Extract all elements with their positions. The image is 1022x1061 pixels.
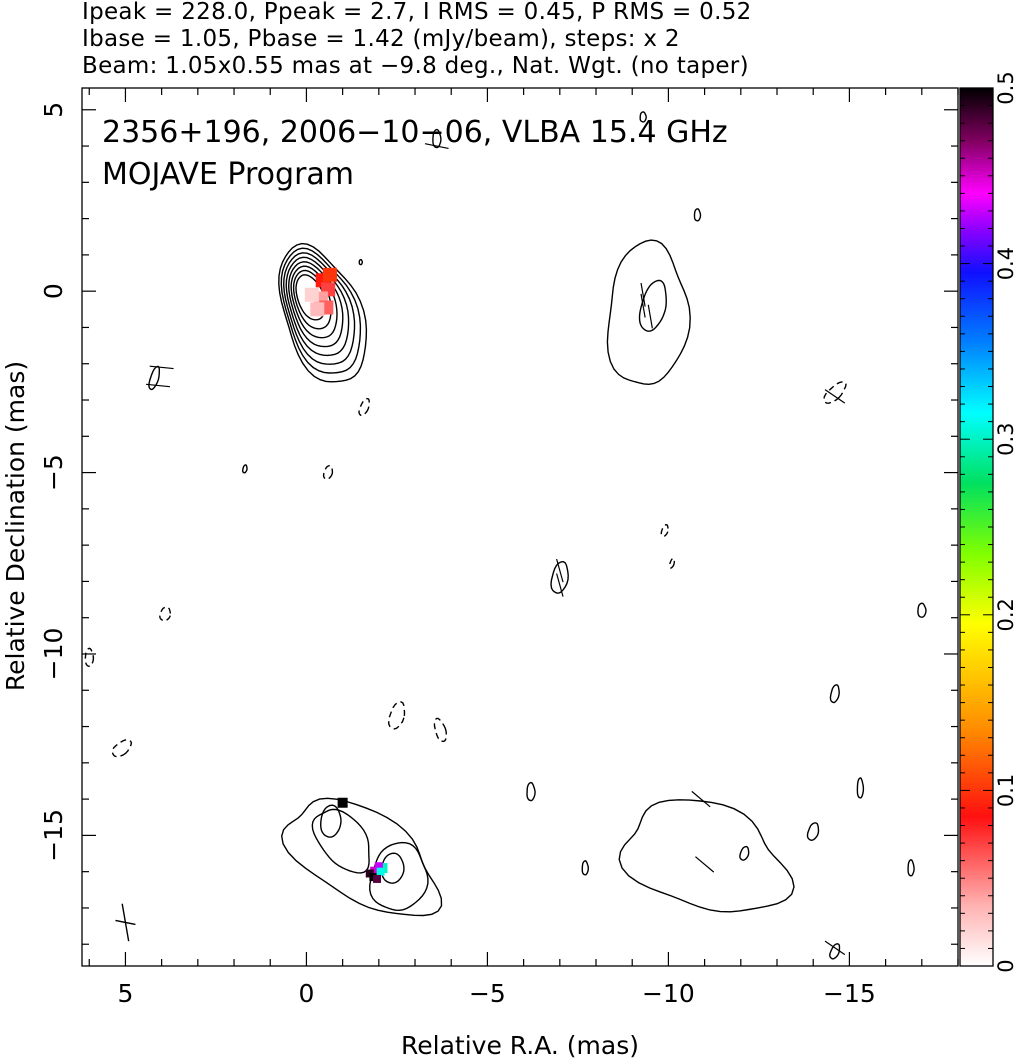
pol-pixel <box>376 867 385 876</box>
evpa-vector <box>640 293 646 318</box>
x-tick-label: −10 <box>642 979 695 1008</box>
noise-contour <box>159 606 172 622</box>
y-tick-label: 5 <box>39 102 68 118</box>
x-tick-label: −15 <box>823 979 876 1008</box>
colorbar-tick-label: 0.4 <box>994 247 1018 280</box>
evpa-vector <box>556 573 564 597</box>
noise-contour <box>693 208 702 222</box>
noise-contour <box>241 464 248 474</box>
noise-contour <box>358 398 370 417</box>
evpa-vector <box>824 940 846 956</box>
pol-pixel <box>373 874 382 883</box>
y-tick-label: −15 <box>39 809 68 862</box>
evpa-vector <box>691 790 711 808</box>
y-axis-label: Relative Declination (mas) <box>1 361 30 691</box>
core-contour <box>278 242 368 383</box>
noise-contour <box>84 647 95 668</box>
evpa-vector <box>556 558 564 583</box>
pol-pixel <box>370 866 381 877</box>
evpa-vector <box>647 304 653 329</box>
pol-pixel <box>310 302 325 317</box>
x-tick-label: 5 <box>117 979 133 1008</box>
contour-map <box>84 111 927 960</box>
y-tick-label: −10 <box>39 628 68 681</box>
lobe-contour <box>311 808 370 874</box>
evpa-vector <box>640 282 646 307</box>
colorbar-tick-label: 0.3 <box>994 422 1018 455</box>
noise-contour <box>111 739 133 758</box>
program-title: MOJAVE Program <box>102 157 354 192</box>
y-tick-label: 0 <box>39 283 68 299</box>
core-contour <box>282 252 356 365</box>
polarization-pixels <box>304 267 388 883</box>
colorbar: 0 0.1 0.2 0.3 0.4 0.5 <box>959 71 1018 973</box>
beam-marker <box>115 903 136 942</box>
pol-pixel <box>337 797 348 808</box>
noise-contour <box>660 523 669 538</box>
core-contour <box>280 247 362 374</box>
core-contour <box>285 256 350 357</box>
source-title: 2356+196, 2006−10−06, VLBA 15.4 GHz <box>102 115 728 150</box>
noise-contour <box>639 111 647 123</box>
evpa-vector <box>695 856 715 873</box>
header-ipeak-line: Ipeak = 228.0, Ppeak = 2.7, I RMS = 0.45… <box>82 0 752 25</box>
x-tick-label: 0 <box>298 979 314 1008</box>
lobe-contour <box>319 804 342 838</box>
core-contour <box>292 269 332 330</box>
pol-pixel <box>374 862 383 871</box>
noise-contour <box>550 560 569 594</box>
core-contour <box>287 261 344 348</box>
noise-contour <box>829 943 841 960</box>
noise-contour <box>668 557 675 569</box>
noise-contour <box>433 717 448 742</box>
noise-contour <box>917 602 927 618</box>
noise-contour <box>823 381 847 404</box>
lobe-contour <box>618 799 795 913</box>
evpa-vector <box>149 365 174 370</box>
colorbar-tick-label: 0.1 <box>994 774 1018 807</box>
pol-pixel <box>304 287 319 302</box>
colorbar-tick-label: 0.5 <box>994 71 1018 104</box>
evpa-vector <box>146 383 171 388</box>
noise-contour <box>907 859 915 877</box>
header-beam-line: Beam: 1.05x0.55 mas at −9.8 deg., Nat. W… <box>82 53 749 79</box>
noise-contour <box>148 365 160 391</box>
noise-contour <box>322 465 334 480</box>
x-tick-label: −5 <box>469 979 506 1008</box>
noise-contour <box>829 684 840 704</box>
lobe-contour <box>280 797 443 917</box>
x-axis-label: Relative R.A. (mas) <box>401 1031 639 1060</box>
colorbar-tick-label: 0.2 <box>994 598 1018 631</box>
noise-contour <box>806 822 820 842</box>
pol-pixel <box>322 267 337 282</box>
noise-contour <box>526 781 536 802</box>
noise-contour <box>739 845 750 861</box>
beam-minor-axis <box>115 919 136 926</box>
jet-contour <box>606 239 691 386</box>
plot-frame <box>81 87 959 967</box>
evpa-vector <box>824 389 846 404</box>
header-ibase-line: Ibase = 1.05, Pbase = 1.42 (mJy/beam), s… <box>82 26 680 52</box>
colorbar-scale <box>959 87 994 967</box>
colorbar-tick-label: 0 <box>994 959 1018 972</box>
axis-ticks: 5 0 −5 −10 −15 5 0 −5 −10 −15 <box>39 88 959 1008</box>
y-tick-label: −5 <box>39 454 68 491</box>
noise-contour <box>581 860 590 876</box>
noise-contour <box>358 258 364 266</box>
noise-contour <box>856 777 865 799</box>
noise-contour <box>387 701 406 730</box>
evpa-vector <box>424 143 449 150</box>
core-contour <box>290 265 338 339</box>
